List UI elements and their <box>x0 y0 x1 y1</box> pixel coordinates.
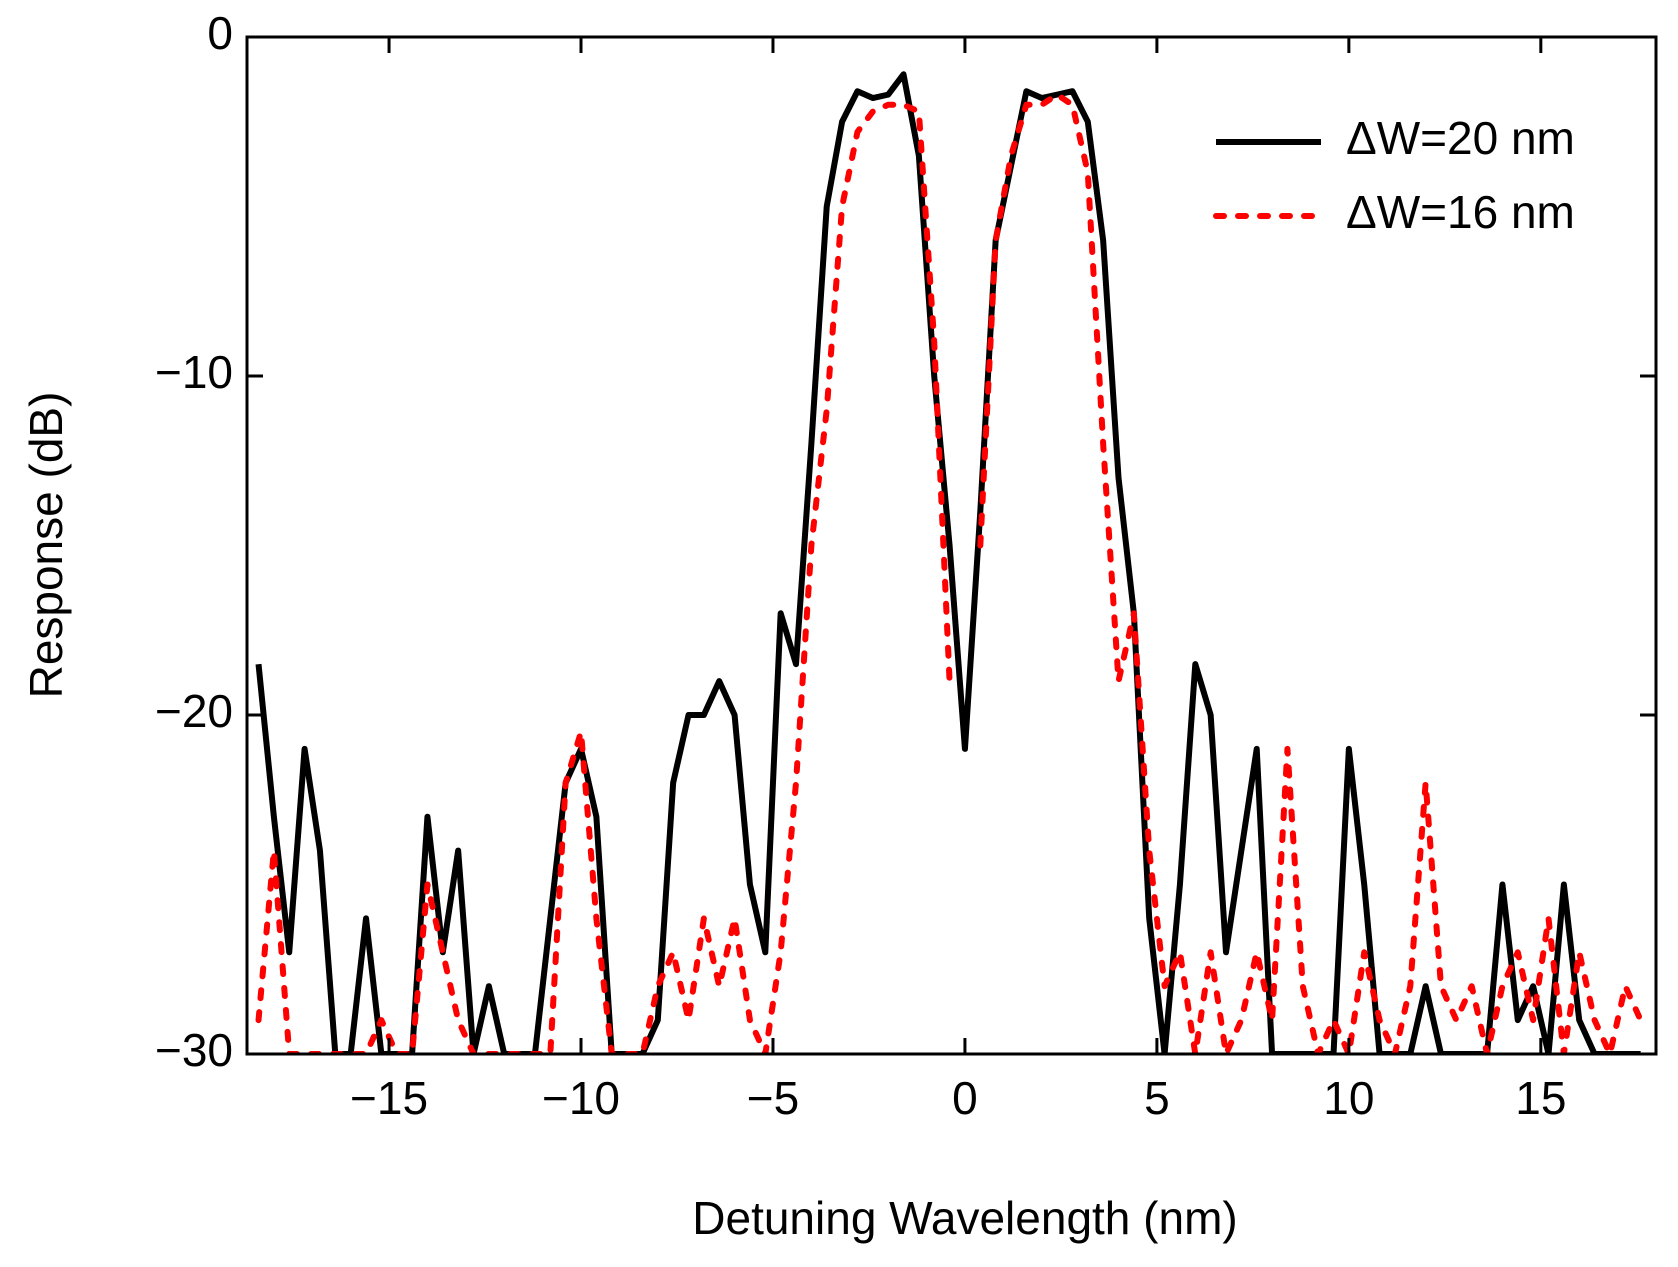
x-tick-label: 10 <box>1323 1072 1374 1124</box>
plot-area <box>255 71 1644 1054</box>
x-tick-label: −15 <box>350 1072 428 1124</box>
x-tick-label: 5 <box>1144 1072 1170 1124</box>
x-tick-label: 0 <box>952 1072 978 1124</box>
y-tick-label: 0 <box>207 7 233 59</box>
data-line <box>255 71 1641 1054</box>
y-axis-label: Response (dB) <box>20 392 72 699</box>
data-line <box>977 91 1644 1054</box>
x-tick-label: −5 <box>747 1072 799 1124</box>
y-tick-label: −20 <box>155 685 233 737</box>
x-tick-label: −10 <box>542 1072 620 1124</box>
data-line <box>255 101 953 1054</box>
plot-frame <box>245 35 1658 1056</box>
y-tick-label: −10 <box>155 346 233 398</box>
x-axis-label: Detuning Wavelength (nm) <box>692 1192 1237 1244</box>
y-tick-label: −30 <box>155 1024 233 1076</box>
legend-label: ΔW=16 nm <box>1346 186 1575 238</box>
legend-label: ΔW=20 nm <box>1346 112 1575 164</box>
x-tick-label: 15 <box>1515 1072 1566 1124</box>
